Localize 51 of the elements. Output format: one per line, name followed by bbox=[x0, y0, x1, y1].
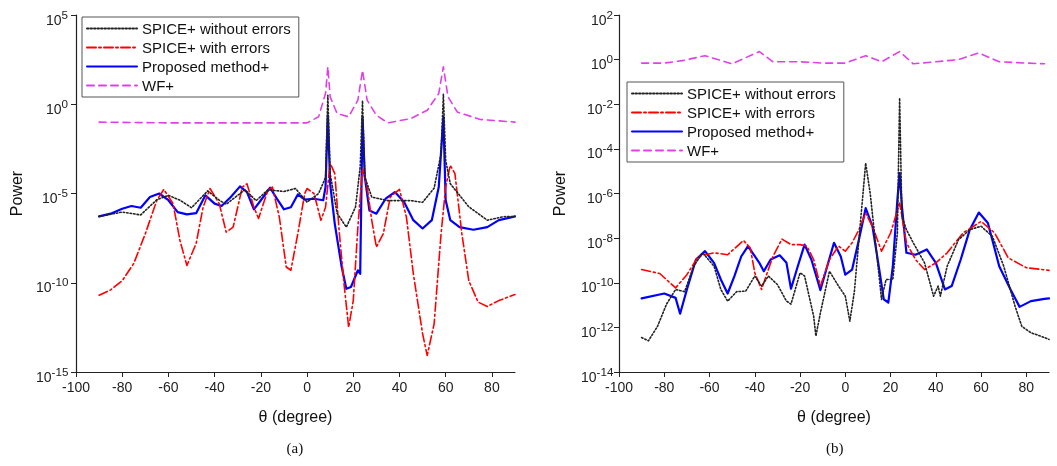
x-tick-label: -60 bbox=[158, 379, 179, 395]
y-tick-label: 10$^{-10}$ bbox=[581, 274, 614, 295]
y-tick-label: 10$^{-12}$ bbox=[581, 318, 614, 340]
x-tick-label: 40 bbox=[928, 379, 944, 395]
x-axis-title: θ (degree) bbox=[258, 407, 333, 425]
x-tick-label: 0 bbox=[303, 379, 312, 395]
line-series bbox=[98, 114, 517, 290]
x-tick-label: -80 bbox=[654, 379, 675, 395]
legend-label: SPICE+ with errors bbox=[142, 39, 270, 56]
x-tick-label: 20 bbox=[345, 379, 362, 395]
y-axis-title: Power bbox=[550, 170, 568, 217]
x-tick-label: 80 bbox=[1018, 379, 1035, 395]
y-axis-title: Power bbox=[7, 170, 25, 217]
legend-label: WF+ bbox=[142, 77, 175, 94]
y-tick-label: 10$^{5}$ bbox=[46, 6, 69, 28]
x-tick-label: 0 bbox=[841, 379, 850, 395]
line-series bbox=[640, 50, 1046, 65]
line-series bbox=[98, 162, 516, 357]
legend-label: SPICE+ without errors bbox=[142, 20, 291, 37]
line-series bbox=[640, 171, 1051, 315]
x-tick-label: -40 bbox=[204, 379, 225, 395]
x-tick-label: -20 bbox=[250, 379, 272, 395]
legend-label: SPICE+ without errors bbox=[687, 85, 836, 102]
text: (b) bbox=[826, 439, 844, 457]
legend-label: SPICE+ with errors bbox=[687, 104, 815, 121]
y-tick-label: 10$^{-4}$ bbox=[587, 140, 613, 162]
line-series bbox=[640, 202, 1050, 291]
y-tick-label: 10$^{-5}$ bbox=[42, 185, 68, 206]
x-tick-label: -60 bbox=[699, 379, 720, 395]
y-tick-label: 10$^{0}$ bbox=[591, 51, 614, 72]
x-axis-title: θ (degree) bbox=[797, 407, 871, 425]
legend-label: Proposed method+ bbox=[687, 123, 815, 140]
y-tick-label: 10$^{-10}$ bbox=[36, 274, 69, 295]
x-tick-label: -80 bbox=[112, 379, 133, 395]
legend-label: Proposed method+ bbox=[142, 58, 270, 75]
legend-label: WF+ bbox=[687, 142, 720, 159]
x-tick-label: 20 bbox=[882, 379, 899, 395]
x-tick-label: 60 bbox=[437, 379, 454, 395]
x-tick-label: -40 bbox=[744, 379, 766, 395]
x-tick-label: 80 bbox=[484, 379, 500, 395]
y-tick-label: 10$^{-8}$ bbox=[587, 229, 613, 251]
line-series bbox=[640, 97, 1050, 342]
text: (a) bbox=[286, 439, 304, 457]
line-series bbox=[98, 93, 516, 228]
y-tick-label: 10$^{-2}$ bbox=[587, 95, 613, 117]
y-tick-label: 10$^{-6}$ bbox=[587, 185, 613, 206]
x-tick-label: 40 bbox=[391, 379, 408, 395]
x-tick-label: 60 bbox=[973, 379, 990, 395]
y-tick-label: 10$^{2}$ bbox=[591, 6, 614, 28]
y-tick-label: 10$^{0}$ bbox=[46, 95, 69, 117]
x-tick-label: -20 bbox=[789, 379, 811, 395]
